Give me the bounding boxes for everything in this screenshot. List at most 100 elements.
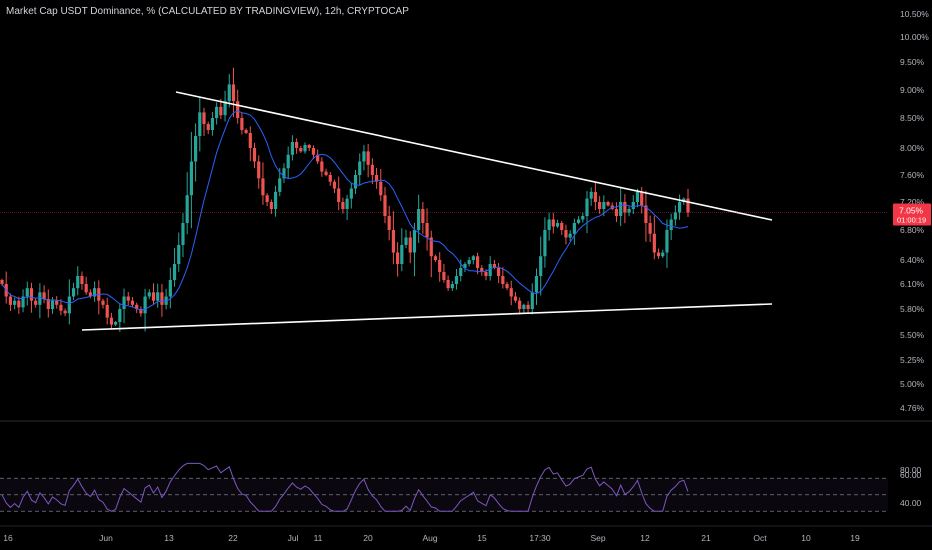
candle-body — [332, 181, 337, 189]
candle-body — [450, 284, 454, 289]
candle-body — [665, 230, 669, 253]
candle-body — [46, 299, 50, 309]
price-axis-tick-label: 9.50% — [900, 57, 925, 67]
candle-body — [181, 223, 185, 245]
candle-body — [198, 112, 202, 136]
descending-trendline[interactable] — [175, 91, 773, 221]
candle-body — [345, 198, 349, 209]
candle-body — [55, 300, 59, 305]
time-axis-tick-label: 21 — [701, 533, 711, 543]
price-axis-tick-label: 5.80% — [900, 304, 925, 314]
candle-body — [598, 202, 602, 209]
candle-body — [467, 260, 471, 264]
candle-body — [488, 264, 492, 276]
price-axis-tick-label: 5.25% — [900, 355, 925, 365]
candle-body — [480, 268, 484, 272]
price-axis-tick-label: 5.00% — [900, 379, 925, 389]
candle-body — [669, 219, 673, 230]
candle-body — [269, 202, 273, 209]
ascending-trendline[interactable] — [81, 303, 773, 331]
candle-body — [278, 178, 282, 192]
candle-body — [551, 219, 555, 227]
time-axis-tick-label: Aug — [422, 533, 437, 543]
candle-body — [530, 292, 534, 309]
candle-body — [656, 252, 661, 257]
candle-body — [497, 268, 501, 276]
price-axis-tick-label: 10.50% — [900, 9, 929, 19]
candle-body — [433, 256, 438, 260]
candle-body — [151, 292, 156, 301]
candle-body — [425, 223, 429, 238]
candle-body — [534, 276, 539, 293]
candle-body — [509, 288, 513, 297]
candle-body — [602, 202, 606, 209]
candle-body — [581, 216, 585, 220]
time-axis-tick-label: 15 — [477, 533, 487, 543]
price-axis-tick-label: 6.80% — [900, 225, 925, 235]
price-axis-tick-label: 5.50% — [900, 330, 925, 340]
candle-body — [501, 276, 505, 284]
candle-body — [661, 252, 665, 257]
candle-body — [412, 230, 417, 253]
candle-body — [635, 191, 640, 202]
candle-body — [286, 154, 290, 169]
candle-body — [244, 130, 248, 133]
candle-body — [366, 151, 370, 165]
candle-body — [623, 202, 627, 213]
candle-body — [21, 296, 25, 308]
rsi-axis-tick-label: 40.00 — [900, 498, 922, 508]
candle-body — [463, 264, 467, 268]
candle-body — [273, 191, 278, 209]
candle-body — [438, 260, 442, 272]
candle-body — [673, 212, 677, 220]
time-axis-tick-label: Oct — [753, 533, 767, 543]
candle-body — [156, 292, 160, 301]
candle-body — [206, 124, 210, 130]
candle-body — [295, 142, 299, 148]
candle-body — [513, 296, 518, 301]
candle-body — [370, 164, 374, 175]
time-axis-tick-label: 10 — [801, 533, 811, 543]
candle-body — [303, 145, 307, 152]
candle-body — [311, 148, 316, 155]
candle-body — [257, 161, 261, 179]
candle-body — [564, 230, 568, 238]
candle-body — [429, 237, 433, 257]
candle-body — [627, 209, 631, 213]
candle-body — [261, 178, 265, 196]
candle-body — [13, 300, 17, 305]
candle-body — [71, 288, 76, 297]
price-tag-countdown: 01:00:19 — [897, 216, 926, 225]
candle-body — [101, 300, 105, 305]
rsi-axis-tick-label: 60.00 — [900, 470, 922, 480]
time-axis-tick-label: 20 — [363, 533, 373, 543]
candle-body — [349, 188, 353, 199]
candle-body — [219, 106, 223, 116]
candle-body — [17, 300, 21, 308]
time-axis-tick-label: 19 — [850, 533, 860, 543]
price-axis-tick-label: 7.20% — [900, 197, 925, 207]
candle-body — [404, 237, 408, 245]
candle-body — [396, 252, 400, 264]
time-axis-tick-label: Jul — [288, 533, 299, 543]
candle-body — [215, 106, 219, 118]
candle-body — [168, 280, 172, 297]
time-axis-tick-label: 16 — [3, 533, 13, 543]
candle-body — [252, 148, 257, 162]
time-axis-tick-label: 12 — [640, 533, 650, 543]
candle-body — [38, 292, 42, 305]
candle-body — [555, 223, 560, 227]
candle-body — [391, 230, 395, 253]
candle-body — [374, 175, 379, 182]
candle-body — [282, 168, 286, 179]
rsi-line — [1, 462, 689, 512]
time-axis-tick-label: 11 — [314, 533, 323, 543]
candle-body — [547, 219, 551, 230]
moving-average-line — [1, 110, 689, 311]
candle-body — [50, 300, 55, 309]
candle-body — [172, 264, 177, 280]
candle-body — [383, 195, 387, 216]
candle-body — [518, 300, 522, 309]
candle-body — [227, 84, 231, 102]
